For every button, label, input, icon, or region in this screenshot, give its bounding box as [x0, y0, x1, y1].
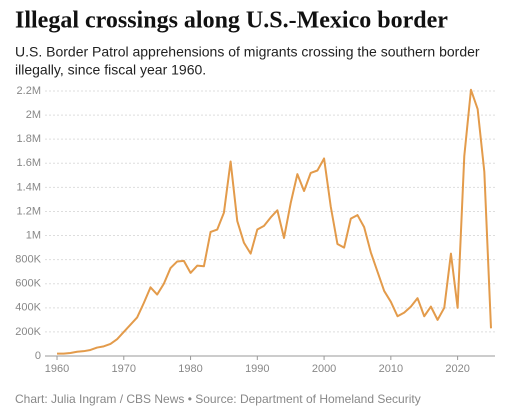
x-tick-label: 1990 — [245, 363, 269, 375]
x-tick-label: 1970 — [112, 363, 136, 375]
y-tick-label: 1.8M — [17, 133, 41, 145]
y-tick-label: 1.2M — [17, 205, 41, 217]
y-tick-label: 800K — [15, 254, 41, 266]
x-tick-label: 1960 — [45, 363, 69, 375]
y-tick-label: 0 — [35, 350, 41, 362]
x-tick-label: 2020 — [445, 363, 469, 375]
y-tick-label: 600K — [15, 278, 41, 290]
y-tick-label: 1M — [26, 229, 41, 241]
x-tick-label: 1980 — [178, 363, 202, 375]
y-tick-label: 1.6M — [17, 157, 41, 169]
y-tick-label: 1.4M — [17, 181, 41, 193]
chart-title: Illegal crossings along U.S.-Mexico bord… — [15, 8, 448, 34]
x-tick-label: 2010 — [379, 363, 403, 375]
y-tick-label: 2.2M — [17, 85, 41, 97]
y-tick-label: 200K — [15, 326, 41, 338]
y-tick-label: 2M — [26, 109, 41, 121]
source: Chart: Julia Ingram / CBS News • Source:… — [15, 392, 421, 406]
subtitle: illegally, since fiscal year 1960. — [15, 62, 206, 78]
x-tick-label: 2000 — [312, 363, 336, 375]
subtitle: U.S. Border Patrol apprehensions of migr… — [15, 44, 480, 60]
y-tick-label: 400K — [15, 302, 41, 314]
line — [57, 88, 492, 355]
